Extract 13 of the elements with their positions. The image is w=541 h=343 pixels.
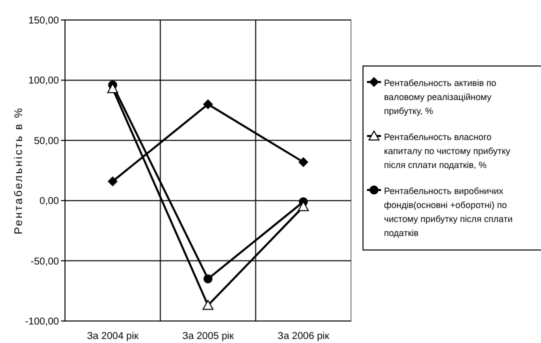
x-tick-label: За 2006 рік: [278, 331, 330, 342]
y-tick-label: -50,00: [30, 256, 60, 268]
legend-label: Рентабельность власного капиталу по чистому прибутку після сплати податків, %: [384, 132, 511, 170]
legend-label: Рентабельность виробничих фондів(основні +оборотні) по чистому прибутку після сплати податків: [384, 186, 513, 238]
y-tick-label: -100,00: [25, 316, 60, 328]
y-tick-label: 50,00: [34, 136, 60, 147]
y-axis-title: Рентабельність в %: [13, 106, 25, 234]
legend-label: Рентабельность активів по валовому реалізаційному прибутку, %: [384, 78, 496, 116]
x-tick-label: За 2004 рік: [86, 331, 140, 342]
y-tick-label: 100,00: [28, 76, 60, 87]
x-tick-label: За 2005 рік: [182, 331, 234, 342]
y-tick-label: 0,00: [40, 196, 60, 208]
y-tick-label: 150,00: [28, 16, 60, 26]
